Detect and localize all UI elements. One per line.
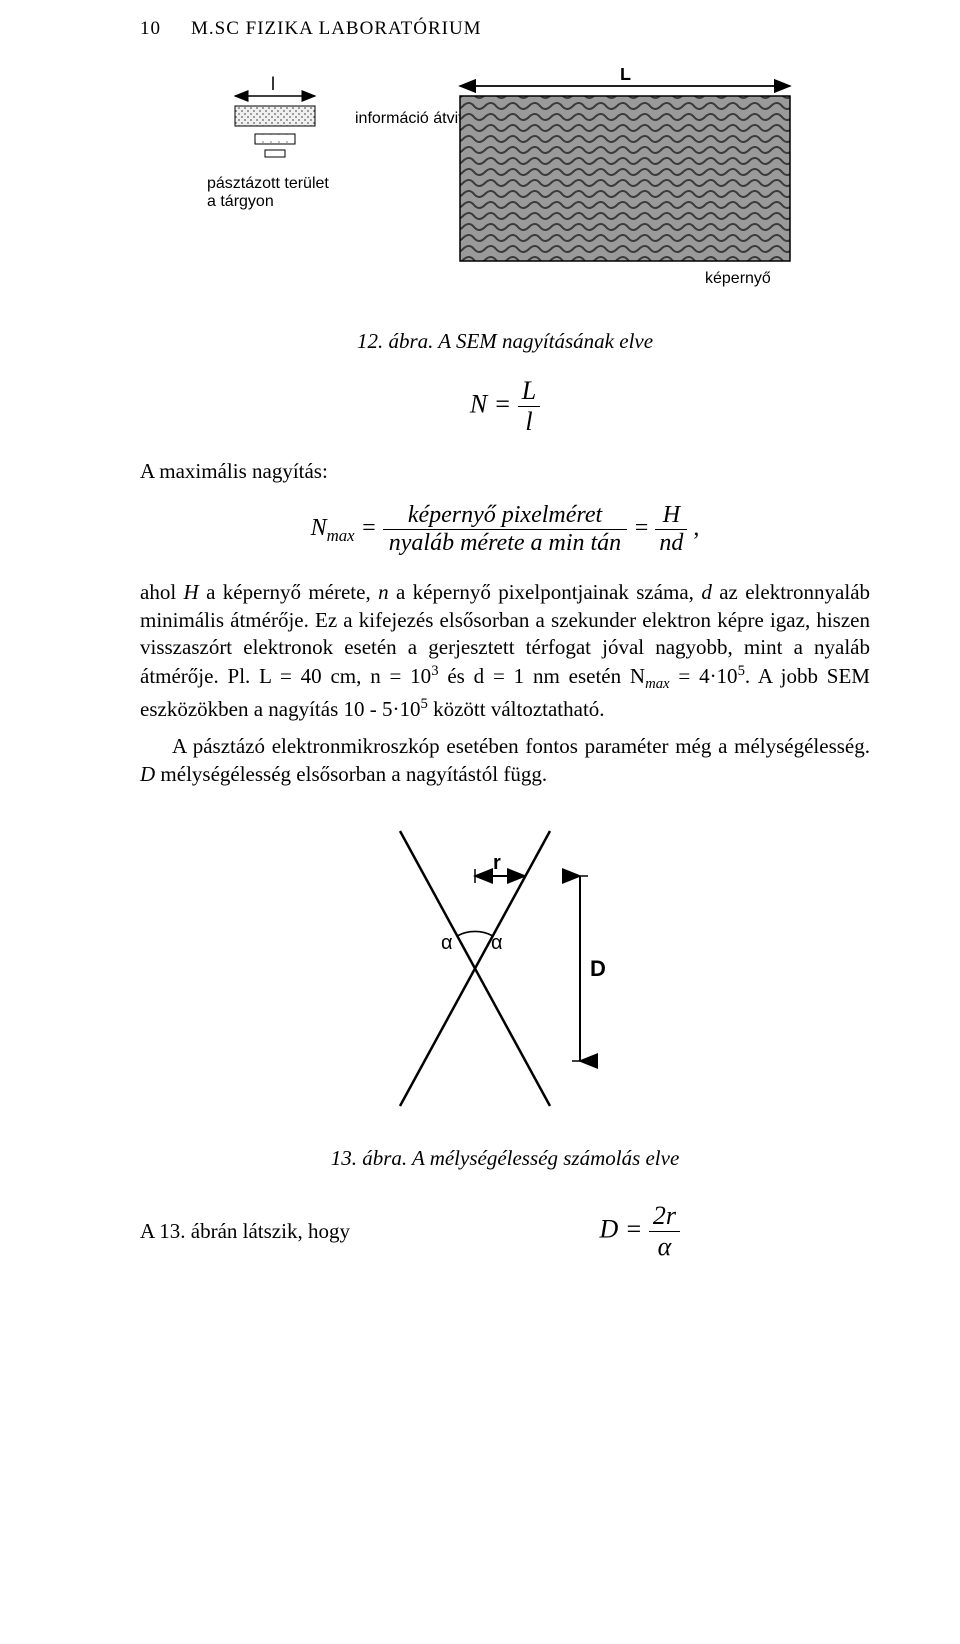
fig12-scan-label-2: a tárgyon — [207, 193, 274, 210]
equation-N: N = L l — [140, 376, 870, 437]
fig12-info-text: információ átvitel — [355, 110, 475, 127]
eq2-f1-den: nyaláb mérete a min tán — [383, 530, 627, 557]
eq2-lhs-sub: max — [327, 526, 355, 545]
equation-Nmax: Nmax = képernyő pixelméret nyaláb mérete… — [140, 502, 870, 557]
figure-13-caption: 13. ábra. A mélységélesség számolás elve — [140, 1146, 870, 1171]
header-title: M.SC FIZIKA LABORATÓRIUM — [191, 18, 482, 40]
fig12-scan-label-1: pásztázott terület — [207, 175, 329, 192]
eq3-num: 2r — [649, 1201, 680, 1232]
page-header: 10 M.SC FIZIKA LABORATÓRIUM — [140, 18, 870, 40]
figure-13: r α α D — [375, 821, 635, 1126]
footer-text: A 13. ábrán látszik, hogy — [140, 1219, 350, 1244]
fig13-alpha-left: α — [441, 932, 453, 954]
page-number: 10 — [140, 18, 161, 40]
fig13-r-label: r — [493, 852, 501, 874]
para-depth-of-field: A pásztázó elektronmikroszkóp esetében f… — [140, 733, 870, 788]
eq2-f1-num: képernyő pixelméret — [383, 502, 627, 530]
figure-12: l pásztázott terület a tárgyon informáci… — [205, 68, 805, 303]
page: 10 M.SC FIZIKA LABORATÓRIUM — [0, 0, 960, 1644]
fig12-small-l-label: l — [271, 74, 275, 94]
footer-row: A 13. ábrán látszik, hogy D = 2r α — [140, 1201, 870, 1262]
eq1-den: l — [518, 407, 540, 437]
figure-12-caption: 12. ábra. A SEM nagyításának elve — [140, 329, 870, 354]
para-body-main: ahol H a képernyő mérete, n a képernyő p… — [140, 579, 870, 723]
para-max-intro: A maximális nagyítás: — [140, 459, 870, 484]
fig13-alpha-right: α — [491, 932, 503, 954]
figure-12-svg: l pásztázott terület a tárgyon informáci… — [205, 68, 805, 298]
eq1-num: L — [518, 376, 540, 407]
fig12-screen-label: képernyő — [705, 270, 771, 287]
fig13-D-label: D — [590, 956, 606, 981]
eq3-den: α — [649, 1232, 680, 1262]
figure-13-svg: r α α D — [375, 821, 635, 1121]
eq2-lhs-base: N — [311, 515, 327, 541]
fig12-big-L-label: L — [620, 68, 631, 84]
eq1-lhs: N — [470, 389, 487, 418]
equation-D: D = 2r α — [600, 1201, 870, 1262]
eq2-f2-num: H — [655, 502, 687, 530]
eq3-lhs: D — [600, 1214, 619, 1243]
eq2-f2-den: nd — [655, 530, 687, 557]
